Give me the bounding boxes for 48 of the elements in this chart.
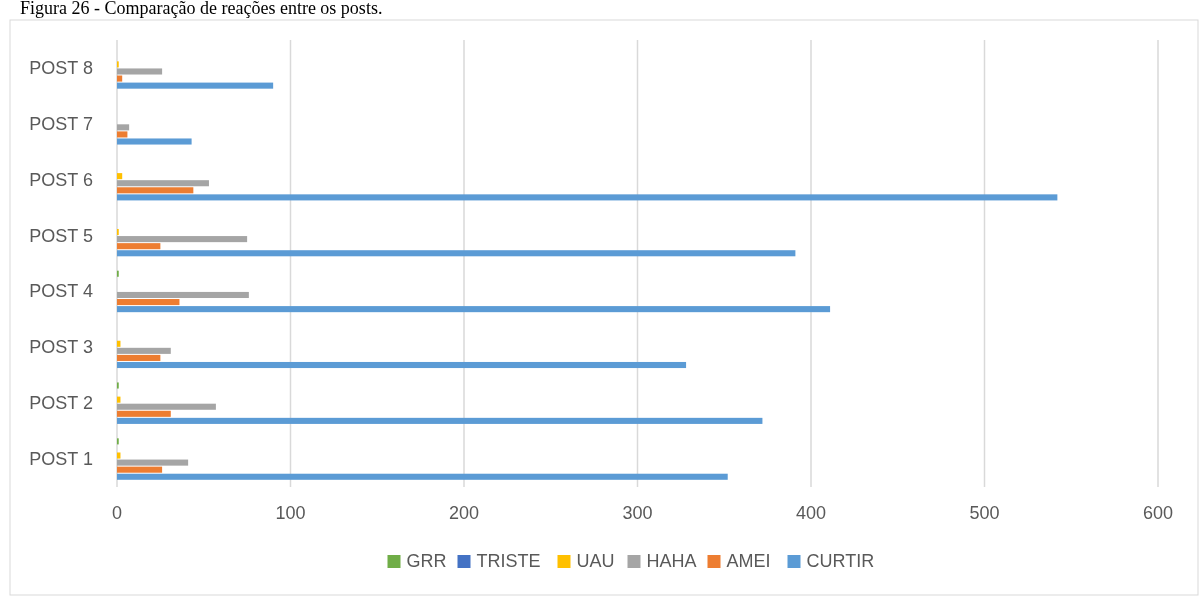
bar (117, 138, 192, 145)
bar (117, 473, 728, 480)
y-tick-label: POST 3 (29, 337, 93, 358)
bar (117, 403, 216, 410)
bar (117, 347, 171, 354)
y-tick-label: POST 2 (29, 393, 93, 414)
bar (117, 299, 180, 306)
legend-label: HAHA (646, 551, 697, 571)
bar (117, 180, 209, 187)
x-tick-label: 600 (1142, 503, 1174, 523)
bar (117, 410, 171, 417)
bar (117, 306, 831, 313)
bar (117, 68, 163, 75)
y-tick-label: POST 4 (29, 281, 93, 302)
y-tick-label: POST 8 (29, 57, 93, 78)
chart-title: Figura 26 - Comparação de reações entre os posts. (20, 0, 383, 18)
legend-label: GRR (406, 551, 447, 571)
x-tick-label: 0 (111, 503, 123, 523)
x-tick-label: 100 (275, 503, 306, 523)
y-tick-label: POST 5 (29, 225, 93, 246)
bar (117, 361, 687, 369)
legend-label: UAU (576, 551, 615, 571)
bar (117, 243, 161, 250)
legend-label: CURTIR (806, 551, 875, 571)
x-tick-label: 200 (448, 503, 480, 523)
bar (117, 459, 189, 466)
bar (117, 236, 248, 243)
bar (117, 194, 1058, 201)
y-tick-label: POST 7 (29, 113, 93, 134)
bar (117, 187, 194, 194)
x-tick-label: 300 (622, 503, 653, 523)
bar (117, 131, 128, 138)
bar (117, 291, 249, 299)
bar (117, 250, 796, 257)
x-tick-label: 500 (969, 503, 1000, 523)
legend-label: AMEI (726, 551, 771, 571)
bar (117, 417, 763, 424)
bar (117, 75, 123, 82)
y-tick-label: POST 6 (29, 169, 93, 190)
bar (117, 82, 274, 89)
bar (117, 354, 161, 361)
bar (117, 466, 163, 473)
bar (117, 173, 123, 180)
y-tick-label: POST 1 (29, 449, 93, 470)
bar (117, 124, 130, 131)
legend-label: TRISTE (476, 551, 541, 571)
x-tick-label: 400 (795, 503, 827, 523)
bar (117, 452, 121, 459)
